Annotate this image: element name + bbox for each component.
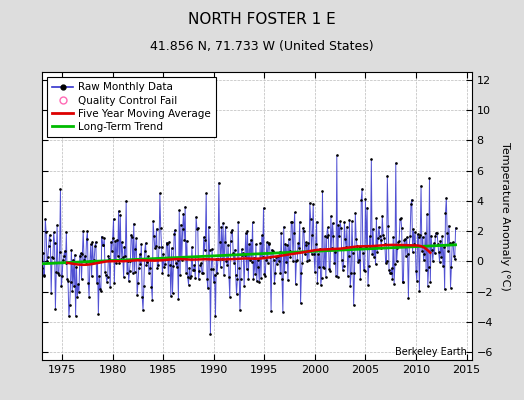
Text: 41.856 N, 71.733 W (United States): 41.856 N, 71.733 W (United States)	[150, 40, 374, 53]
Text: NORTH FOSTER 1 E: NORTH FOSTER 1 E	[188, 12, 336, 27]
Y-axis label: Temperature Anomaly (°C): Temperature Anomaly (°C)	[499, 142, 510, 290]
Text: Berkeley Earth: Berkeley Earth	[396, 347, 467, 357]
Legend: Raw Monthly Data, Quality Control Fail, Five Year Moving Average, Long-Term Tren: Raw Monthly Data, Quality Control Fail, …	[47, 77, 216, 137]
